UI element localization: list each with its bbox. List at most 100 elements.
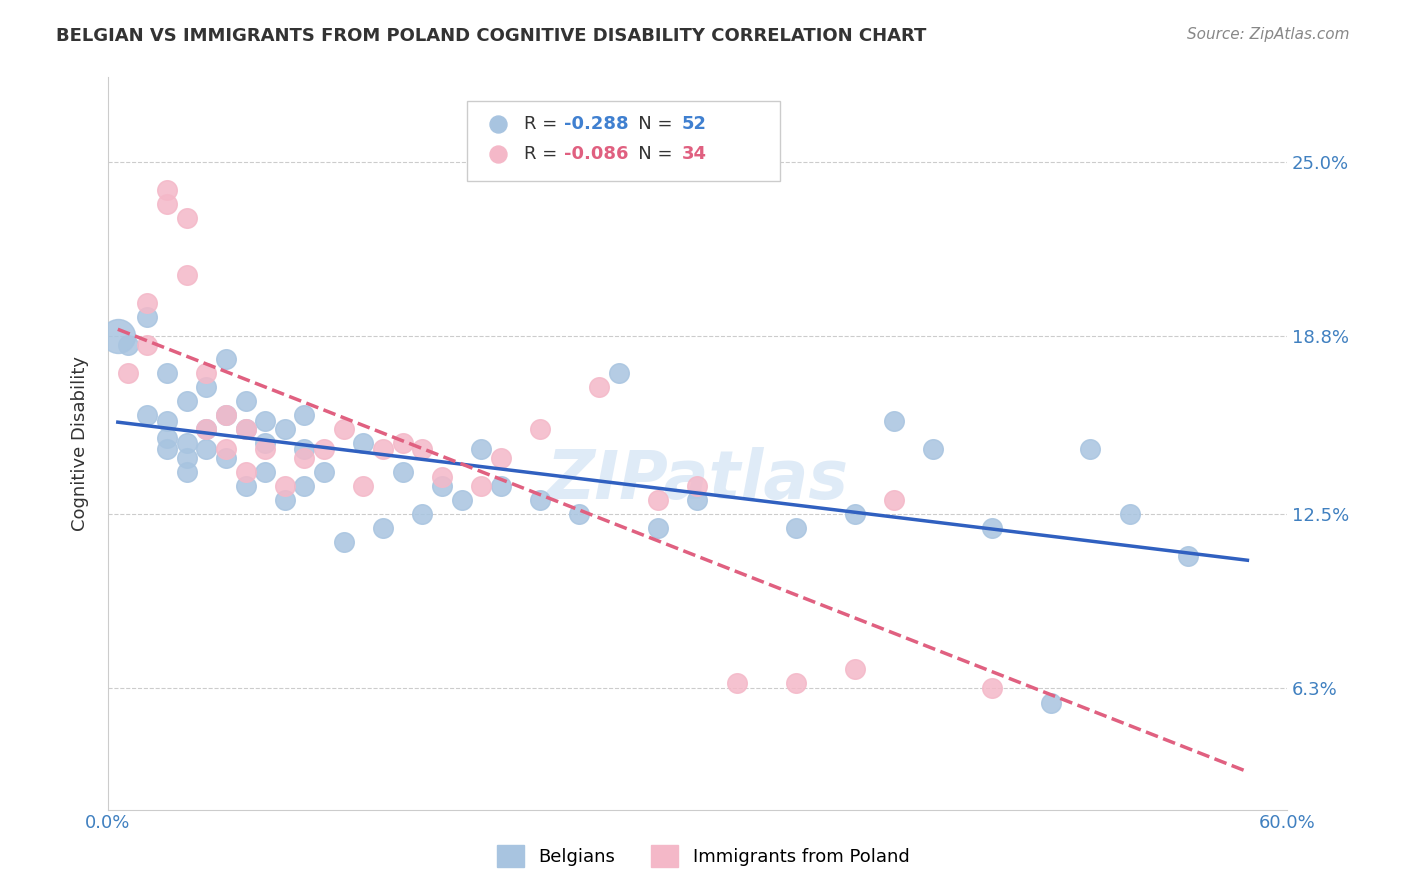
Point [844, 507, 866, 521]
Point [725, 676, 748, 690]
Point [568, 507, 591, 521]
Point [785, 676, 807, 690]
Legend: Belgians, Immigrants from Poland: Belgians, Immigrants from Poland [489, 838, 917, 874]
Text: N =: N = [620, 115, 678, 133]
Text: R =: R = [524, 145, 562, 163]
Point [332, 535, 354, 549]
Point [195, 422, 218, 436]
Point [883, 414, 905, 428]
Point [352, 436, 374, 450]
Point [430, 470, 453, 484]
Point [156, 183, 179, 197]
Point [117, 338, 139, 352]
Point [1177, 549, 1199, 563]
Point [411, 507, 433, 521]
Y-axis label: Cognitive Disability: Cognitive Disability [72, 356, 89, 531]
Point [588, 380, 610, 394]
Point [785, 521, 807, 535]
Text: N =: N = [620, 145, 678, 163]
Point [254, 436, 277, 450]
Text: -0.086: -0.086 [564, 145, 628, 163]
Point [156, 366, 179, 380]
Point [470, 479, 492, 493]
Text: R =: R = [524, 115, 562, 133]
Point [274, 479, 297, 493]
Point [529, 492, 551, 507]
Point [136, 295, 159, 310]
Point [136, 310, 159, 324]
Point [235, 479, 257, 493]
Point [215, 409, 238, 423]
Point [294, 409, 316, 423]
Point [235, 465, 257, 479]
Point [235, 394, 257, 409]
Text: -0.288: -0.288 [564, 115, 628, 133]
Point [489, 450, 512, 465]
Text: Source: ZipAtlas.com: Source: ZipAtlas.com [1187, 27, 1350, 42]
Point [156, 431, 179, 445]
Point [156, 197, 179, 211]
Point [1118, 507, 1140, 521]
Point [136, 409, 159, 423]
Point [607, 366, 630, 380]
Point [117, 366, 139, 380]
Point [176, 436, 198, 450]
Point [195, 422, 218, 436]
Point [371, 521, 394, 535]
Point [430, 479, 453, 493]
Point [254, 414, 277, 428]
Point [215, 442, 238, 456]
Text: 52: 52 [682, 115, 707, 133]
Point [254, 465, 277, 479]
Point [176, 211, 198, 226]
Point [156, 442, 179, 456]
Point [294, 442, 316, 456]
Point [981, 681, 1004, 696]
Point [332, 422, 354, 436]
Point [371, 442, 394, 456]
Point [195, 380, 218, 394]
Point [489, 479, 512, 493]
Point [647, 521, 669, 535]
Point [450, 492, 472, 507]
Point [294, 479, 316, 493]
Point [686, 479, 709, 493]
Point [254, 442, 277, 456]
Point [470, 442, 492, 456]
Point [176, 268, 198, 282]
Point [411, 442, 433, 456]
Point [314, 465, 336, 479]
Point [235, 422, 257, 436]
Point [391, 465, 413, 479]
Point [136, 338, 159, 352]
Point [844, 662, 866, 676]
Point [195, 366, 218, 380]
Point [352, 479, 374, 493]
Point [647, 492, 669, 507]
Text: ZIPatlas: ZIPatlas [547, 447, 848, 513]
Point [156, 414, 179, 428]
Point [1078, 442, 1101, 456]
Point [215, 409, 238, 423]
Point [686, 492, 709, 507]
Point [274, 492, 297, 507]
Point [215, 351, 238, 366]
Point [981, 521, 1004, 535]
Point [314, 442, 336, 456]
Point [391, 436, 413, 450]
Point [883, 492, 905, 507]
Point [176, 394, 198, 409]
Point [107, 329, 129, 343]
Point [1039, 696, 1062, 710]
Point [195, 442, 218, 456]
FancyBboxPatch shape [468, 101, 780, 181]
Text: BELGIAN VS IMMIGRANTS FROM POLAND COGNITIVE DISABILITY CORRELATION CHART: BELGIAN VS IMMIGRANTS FROM POLAND COGNIT… [56, 27, 927, 45]
Text: 34: 34 [682, 145, 707, 163]
Point [294, 450, 316, 465]
Point [235, 422, 257, 436]
Point [176, 465, 198, 479]
Point [922, 442, 945, 456]
Point [274, 422, 297, 436]
Point [529, 422, 551, 436]
Point [215, 450, 238, 465]
